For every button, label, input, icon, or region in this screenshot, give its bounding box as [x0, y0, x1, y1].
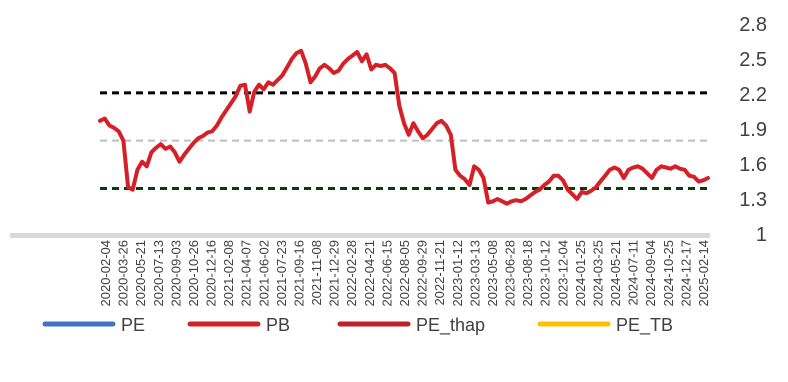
legend-label-pb: PB: [266, 315, 290, 335]
legend-label-pe_tb: PE_TB: [616, 315, 673, 336]
x-tick-label: 2024-05-21: [608, 240, 623, 307]
x-tick-label: 2023-10-12: [538, 240, 553, 307]
x-tick-label: 2024-10-25: [661, 240, 676, 307]
x-tick-label: 2021-11-08: [309, 240, 324, 306]
x-tick-label: 2024-07-11: [626, 240, 641, 306]
x-tick-label: 2021-07-23: [274, 240, 289, 307]
x-tick-label: 2021-12-29: [327, 240, 342, 307]
y-tick-label: 2.8: [739, 14, 767, 36]
x-tick-labels: 2020-02-04 2020-03-26 2020-05-21 2020-07-13…: [98, 240, 711, 307]
y-tick-label: 1.3: [739, 189, 767, 211]
x-axis-line: [10, 233, 710, 238]
series-line-pb: [98, 48, 710, 206]
x-axis: [10, 233, 710, 238]
x-tick-label: 2023-03-13: [467, 240, 482, 307]
x-tick-label: 2020-02-04: [98, 240, 113, 307]
x-tick-label: 2020-12-16: [204, 240, 219, 307]
x-tick-label: 2023-05-08: [485, 240, 500, 307]
x-tick-label: 2020-03-26: [116, 240, 131, 307]
legend-label-pe: PE: [121, 315, 145, 335]
x-tick-label: 2023-06-28: [503, 240, 518, 307]
x-tick-label: 2023-01-12: [450, 240, 465, 307]
x-tick-label: 2022-08-05: [397, 240, 412, 307]
y-tick-label: 2.2: [739, 84, 767, 106]
x-tick-label: 2020-05-21: [133, 240, 148, 307]
x-tick-label: 2020-09-03: [168, 240, 183, 307]
x-tick-label: 2024-01-25: [573, 240, 588, 307]
legend-label-pe_thap: PE_thap: [416, 315, 485, 336]
x-tick-label: 2022-11-21: [432, 240, 447, 306]
x-tick-label: 2022-04-21: [362, 240, 377, 307]
x-tick-label: 2023-12-04: [555, 240, 570, 307]
y-tick-label: 1: [756, 224, 767, 246]
x-tick-label: 2024-03-25: [590, 240, 605, 307]
x-tick-label: 2025-02-14: [696, 240, 711, 307]
y-tick-label: 2.5: [739, 49, 767, 71]
x-tick-label: 2023-08-18: [520, 240, 535, 307]
x-tick-label: 2020-10-26: [186, 240, 201, 307]
x-tick-label: 2021-04-07: [239, 240, 254, 307]
y-tick-label: 1.9: [739, 119, 767, 141]
legend: PE PB PE_thap PE_TB: [42, 315, 673, 336]
x-tick-label: 2021-06-02: [256, 240, 271, 307]
x-tick-label: 2022-02-28: [344, 240, 359, 307]
x-tick-label: 2020-07-13: [151, 240, 166, 307]
x-tick-label: 2021-09-16: [291, 240, 306, 307]
reference-lines: [100, 91, 708, 190]
x-tick-label: 2022-06-15: [379, 240, 394, 307]
y-tick-labels: 1 1.3 1.6 1.9 2.2 2.5 2.8: [739, 14, 767, 246]
x-tick-label: 2021-02-08: [221, 240, 236, 307]
x-tick-label: 2022-09-29: [415, 240, 430, 307]
y-tick-label: 1.6: [739, 154, 767, 176]
x-tick-label: 2024-09-04: [643, 240, 658, 307]
x-tick-label: 2024-12-17: [678, 240, 693, 307]
series-lines: [98, 48, 710, 206]
